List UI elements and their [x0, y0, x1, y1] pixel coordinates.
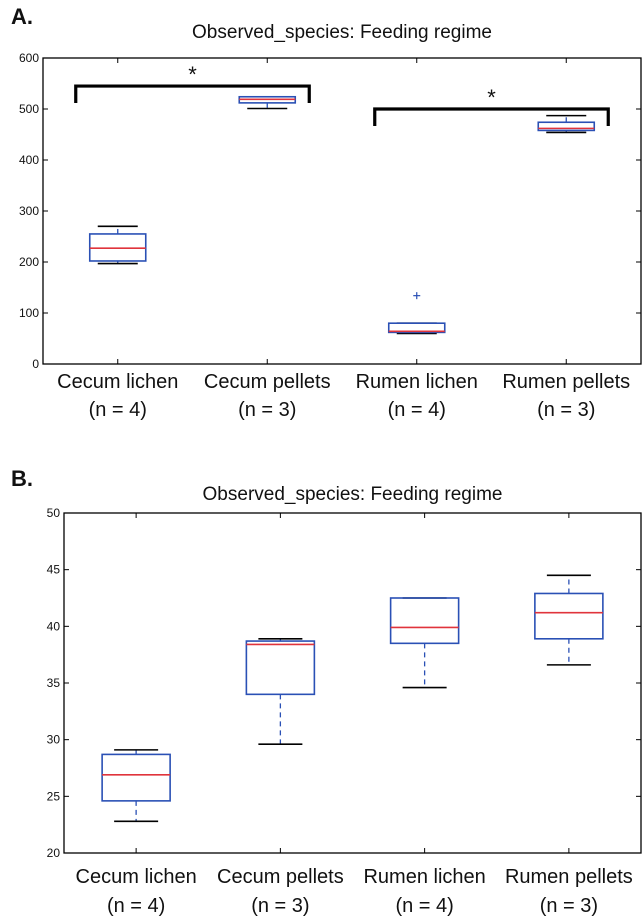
y-tick-label: 300 [19, 204, 39, 218]
chart-panel-b: B. Observed_species: Feeding regime 20 25 30… [11, 466, 642, 917]
y-tick-label: 0 [32, 357, 39, 371]
x-category-label: Rumen pellets [505, 866, 633, 888]
x-category-label: Cecum lichen [57, 371, 178, 393]
y-tick-label: 500 [19, 102, 39, 116]
y-tick-label: 200 [19, 255, 39, 269]
panel-label: B. [11, 466, 33, 491]
bracket-line [373, 107, 610, 126]
significance-star: * [487, 85, 496, 110]
y-tick-label: 100 [19, 306, 39, 320]
box-group [537, 114, 596, 134]
box-group [101, 749, 171, 823]
x-category-label: Rumen pellets [502, 371, 630, 393]
plot-frame [63, 512, 642, 854]
x-category-count: (n = 3) [537, 399, 595, 421]
y-tick-label: 25 [47, 789, 61, 803]
y-tick-label: 20 [47, 846, 61, 860]
box-group [88, 225, 147, 265]
significance-star: * [188, 62, 197, 87]
x-category-count: (n = 4) [388, 399, 446, 421]
x-category-label: Rumen lichen [363, 866, 485, 888]
box-iqr [389, 597, 460, 645]
chart-panel-a: A. Observed_species: Feeding regime 0 100 20… [11, 4, 642, 421]
x-category-label: Cecum lichen [76, 866, 197, 888]
x-category-count: (n = 4) [89, 399, 147, 421]
y-tick-label: 50 [47, 506, 61, 520]
y-tick-label: 35 [47, 676, 61, 690]
significance-bracket: * [74, 62, 311, 104]
x-category-count: (n = 4) [395, 895, 453, 917]
x-category-count: (n = 3) [251, 895, 309, 917]
plot-frame [42, 57, 642, 365]
bracket-line [74, 84, 311, 104]
box-group [389, 597, 460, 689]
y-tick-label: 400 [19, 153, 39, 167]
box-group [387, 292, 446, 335]
significance-bracket: * [373, 85, 610, 126]
y-tick-label: 40 [47, 619, 61, 633]
outlier-point [413, 292, 421, 300]
x-category-count: (n = 4) [107, 895, 165, 917]
box-iqr [387, 322, 446, 334]
panel-label: A. [11, 4, 33, 29]
x-category-label: Cecum pellets [204, 371, 331, 393]
box-iqr [534, 592, 604, 640]
x-category-count: (n = 3) [238, 399, 296, 421]
x-category-label: Rumen lichen [356, 371, 478, 393]
y-tick-label: 30 [47, 733, 61, 747]
box-iqr [537, 121, 596, 132]
chart-title: Observed_species: Feeding regime [203, 484, 503, 505]
box-iqr [245, 640, 316, 696]
y-tick-label: 600 [19, 51, 39, 65]
chart-title: Observed_species: Feeding regime [192, 22, 492, 43]
y-tick-label: 45 [47, 563, 61, 577]
x-category-count: (n = 3) [540, 895, 598, 917]
box-group [238, 95, 297, 110]
box-group [245, 637, 316, 746]
box-group [534, 574, 604, 666]
box-iqr [101, 753, 171, 802]
x-category-label: Cecum pellets [217, 866, 344, 888]
